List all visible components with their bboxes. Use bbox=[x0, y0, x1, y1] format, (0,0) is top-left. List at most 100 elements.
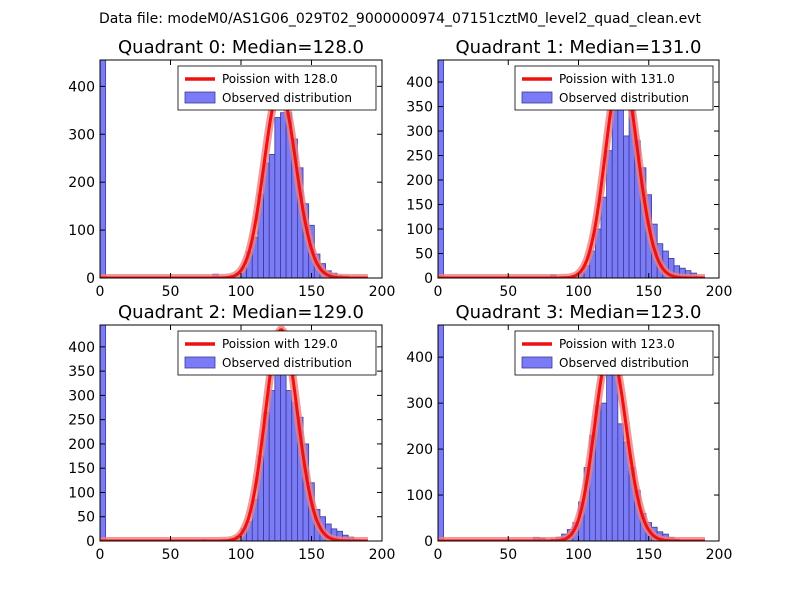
legend-curve-label: Poission with 123.0 bbox=[559, 337, 675, 351]
x-tick-label: 50 bbox=[162, 547, 180, 563]
y-tick-label: 0 bbox=[86, 271, 95, 287]
histogram-bar bbox=[438, 60, 445, 278]
poisson-curve bbox=[100, 88, 368, 278]
x-tick-label: 200 bbox=[369, 284, 396, 300]
y-tick-label: 100 bbox=[68, 485, 95, 501]
x-tick-label: 50 bbox=[162, 284, 180, 300]
y-tick-label: 200 bbox=[406, 173, 433, 189]
subplot-quadrant-1: 0 50 100 150 200 0 50 100 150 200 250 300 350 400 Quad… bbox=[406, 37, 732, 300]
histogram-bar bbox=[268, 153, 276, 278]
x-tick-label: 50 bbox=[499, 284, 517, 300]
x-tick-label: 0 bbox=[96, 547, 105, 563]
y-tick-label: 100 bbox=[406, 488, 433, 504]
legend: Poission with 128.0 Observed distribution bbox=[177, 65, 377, 111]
histogram-bar bbox=[100, 325, 107, 541]
x-tick-label: 150 bbox=[635, 284, 662, 300]
y-tick-label: 400 bbox=[68, 79, 95, 95]
poisson-curve-group bbox=[100, 85, 368, 278]
y-tick-label: 350 bbox=[406, 100, 433, 116]
x-tick-label: 100 bbox=[228, 284, 255, 300]
legend-bar-swatch bbox=[184, 91, 216, 104]
y-tick-label: 100 bbox=[68, 223, 95, 239]
x-tick-label: 200 bbox=[706, 284, 733, 300]
histogram-bars bbox=[100, 60, 360, 278]
legend-bar-swatch bbox=[521, 91, 553, 104]
subplot-title: Quadrant 3: Median=123.0 bbox=[456, 302, 702, 323]
histogram-bar bbox=[600, 402, 607, 541]
y-tick-label: 300 bbox=[406, 396, 433, 412]
histogram-bar bbox=[611, 365, 619, 541]
subplot-quadrant-3: 0 50 100 150 200 0 100 200 300 400 Quadrant 3: Med… bbox=[406, 302, 732, 563]
x-tick-label: 150 bbox=[298, 547, 325, 563]
figure-suptitle: Data file: modeM0/AS1G06_029T02_90000009… bbox=[99, 11, 701, 27]
subplot-quadrant-2: 0 50 100 150 200 0 50 100 150 200 250 300 350 400 Quad… bbox=[68, 302, 395, 563]
poisson-curve-group bbox=[438, 344, 705, 541]
histogram-bar bbox=[100, 60, 107, 278]
legend-curve-label: Poission with 131.0 bbox=[559, 72, 675, 86]
histogram-bar bbox=[606, 150, 613, 278]
y-tick-label: 150 bbox=[68, 461, 95, 477]
x-tick-label: 150 bbox=[635, 547, 662, 563]
y-tick-label: 0 bbox=[86, 534, 95, 550]
legend-curve-label: Poission with 129.0 bbox=[222, 337, 338, 351]
x-tick-label: 200 bbox=[706, 547, 733, 563]
x-tick-label: 150 bbox=[298, 284, 325, 300]
histogram-bar bbox=[268, 390, 276, 541]
poisson-curve-group bbox=[438, 65, 705, 278]
x-tick-label: 200 bbox=[369, 547, 396, 563]
legend-bar-swatch bbox=[521, 356, 553, 369]
histogram-bar bbox=[274, 356, 281, 541]
subplot-title: Quadrant 0: Median=128.0 bbox=[118, 37, 364, 58]
histogram-bar bbox=[617, 423, 624, 541]
legend: Poission with 123.0 Observed distribution bbox=[514, 330, 714, 376]
histogram-bar bbox=[285, 390, 293, 541]
y-tick-label: 0 bbox=[424, 534, 433, 550]
poisson-curve bbox=[100, 328, 368, 541]
y-tick-label: 250 bbox=[68, 413, 95, 429]
subplot-quadrant-0: 0 50 100 150 200 0 100 200 300 400 Quadrant 0: Med… bbox=[68, 37, 395, 300]
histogram-bar bbox=[438, 325, 445, 541]
y-tick-label: 300 bbox=[406, 124, 433, 140]
poisson-curve-group bbox=[100, 325, 368, 541]
subplot-title: Quadrant 2: Median=129.0 bbox=[118, 302, 364, 323]
x-tick-label: 100 bbox=[228, 547, 255, 563]
legend-bar-swatch bbox=[184, 356, 216, 369]
y-tick-label: 0 bbox=[424, 271, 433, 287]
subplot-title: Quadrant 1: Median=131.0 bbox=[456, 37, 702, 58]
x-tick-label: 100 bbox=[565, 284, 592, 300]
x-tick-label: 50 bbox=[499, 547, 517, 563]
y-tick-label: 150 bbox=[406, 198, 433, 214]
y-tick-label: 400 bbox=[406, 75, 433, 91]
y-tick-label: 50 bbox=[415, 247, 433, 263]
y-tick-label: 200 bbox=[68, 437, 95, 453]
histogram-bar bbox=[611, 108, 619, 278]
legend-curve-label: Poission with 128.0 bbox=[222, 72, 338, 86]
y-tick-label: 50 bbox=[77, 510, 95, 526]
histogram-bar bbox=[274, 117, 281, 278]
legend-bar-label: Observed distribution bbox=[559, 91, 689, 105]
legend-bar-label: Observed distribution bbox=[559, 356, 689, 370]
y-tick-label: 400 bbox=[406, 350, 433, 366]
y-tick-label: 300 bbox=[68, 127, 95, 143]
legend: Poission with 129.0 Observed distribution bbox=[177, 330, 377, 376]
y-tick-label: 250 bbox=[406, 149, 433, 165]
histogram-bar bbox=[280, 112, 287, 278]
subplot-grid: 0 50 100 150 200 0 100 200 300 400 Quadrant 0: Med… bbox=[68, 37, 732, 563]
legend-bar-label: Observed distribution bbox=[222, 356, 352, 370]
y-tick-label: 350 bbox=[68, 364, 95, 380]
legend: Poission with 131.0 Observed distribution bbox=[514, 65, 714, 111]
x-tick-label: 0 bbox=[96, 284, 105, 300]
y-tick-label: 400 bbox=[68, 340, 95, 356]
histogram-bar bbox=[623, 135, 630, 278]
y-tick-label: 200 bbox=[406, 442, 433, 458]
legend-bar-label: Observed distribution bbox=[222, 91, 352, 105]
poisson-curve bbox=[438, 347, 705, 541]
y-tick-label: 300 bbox=[68, 388, 95, 404]
poisson-curve bbox=[438, 68, 705, 278]
y-tick-label: 200 bbox=[68, 175, 95, 191]
x-tick-label: 100 bbox=[565, 547, 592, 563]
x-tick-label: 0 bbox=[434, 547, 443, 563]
y-tick-label: 100 bbox=[406, 222, 433, 238]
x-tick-label: 0 bbox=[434, 284, 443, 300]
